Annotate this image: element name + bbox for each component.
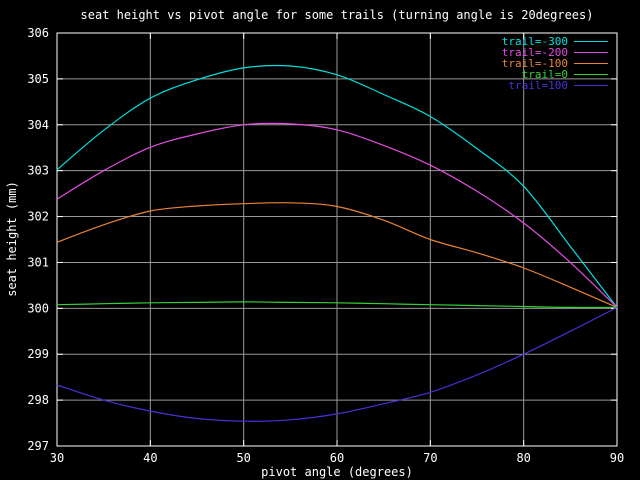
y-tick-label: 299 — [27, 347, 49, 361]
series-line-trail=-300 — [56, 64, 618, 308]
y-tick-label: 305 — [27, 72, 49, 86]
legend-line-sample — [574, 52, 608, 53]
y-tick-label: 301 — [27, 255, 49, 269]
x-tick-label: 30 — [50, 451, 64, 465]
legend-line-sample — [574, 41, 608, 42]
legend-label: trail=100 — [508, 79, 568, 92]
legend-line-sample — [574, 63, 608, 64]
legend-item-trail=0: trail=0 — [502, 69, 608, 80]
legend: trail=-300 trail=-200 trail=-100 trail=0 tra… — [502, 36, 608, 91]
y-tick-label: 300 — [27, 301, 49, 315]
x-tick-label: 90 — [610, 451, 624, 465]
legend-item-trail=-100: trail=-100 — [502, 58, 608, 69]
series-line-trail=0 — [56, 301, 618, 309]
x-tick-label: 50 — [236, 451, 250, 465]
x-tick-label: 80 — [516, 451, 530, 465]
chart-title: seat height vs pivot angle for some trai… — [80, 8, 594, 22]
legend-line-sample — [574, 74, 608, 75]
y-tick-label: 303 — [27, 164, 49, 178]
y-tick-label: 304 — [27, 118, 49, 132]
x-tick-label: 60 — [330, 451, 344, 465]
y-tick-label: 306 — [27, 26, 49, 40]
y-tick-label: 297 — [27, 439, 49, 453]
series-line-trail=100 — [56, 306, 618, 422]
series-line-trail=-200 — [56, 122, 618, 308]
legend-line-sample — [574, 85, 608, 86]
legend-item-trail=-300: trail=-300 — [502, 36, 608, 47]
legend-item-trail=100: trail=100 — [502, 80, 608, 91]
legend-item-trail=-200: trail=-200 — [502, 47, 608, 58]
x-axis-title: pivot angle (degrees) — [261, 465, 413, 479]
legend-label: trail=-100 — [501, 57, 568, 70]
y-tick-label: 302 — [27, 210, 49, 224]
x-tick-label: 40 — [143, 451, 157, 465]
legend-label: trail=-300 — [501, 35, 568, 48]
series-line-trail=-100 — [56, 202, 618, 308]
y-tick-label: 298 — [27, 393, 49, 407]
legend-label: trail=-200 — [501, 46, 568, 59]
x-tick-label: 70 — [423, 451, 437, 465]
legend-label: trail=0 — [521, 68, 568, 81]
y-axis-title: seat height (mm) — [5, 181, 19, 297]
